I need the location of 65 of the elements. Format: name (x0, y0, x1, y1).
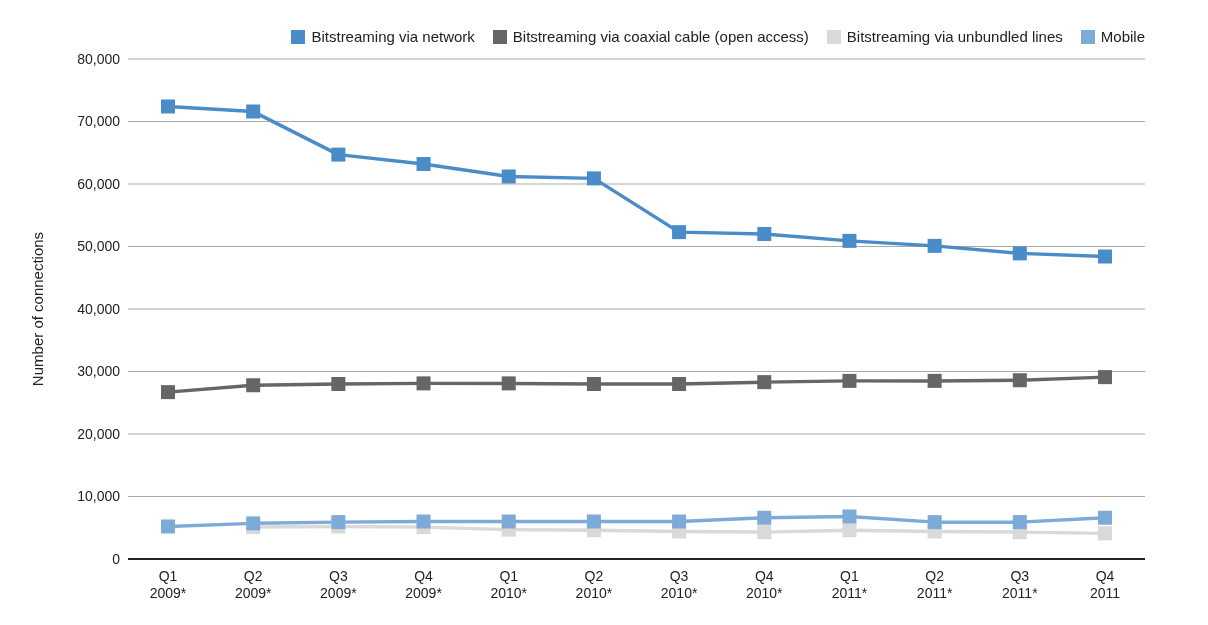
x-tick-label: Q4 2010* (745, 568, 784, 601)
legend-label: Bitstreaming via unbundled lines (845, 28, 1063, 45)
legend-label: Mobile (1099, 28, 1145, 45)
x-tick-label: Q1 2009* (149, 568, 187, 601)
y-tick-label: 50,000 (77, 238, 121, 255)
point (1012, 246, 1027, 261)
y-tick-label: 40,000 (77, 300, 121, 317)
point (331, 377, 346, 391)
point (842, 233, 857, 248)
point (161, 99, 175, 114)
point (1098, 370, 1112, 385)
point (672, 514, 687, 529)
point (501, 376, 516, 391)
point (246, 104, 261, 119)
point (757, 375, 772, 390)
point (161, 385, 175, 400)
x-tick-label: Q2 2009* (234, 568, 273, 601)
point (416, 157, 431, 171)
point (927, 238, 942, 253)
point (331, 515, 346, 530)
point (331, 147, 346, 162)
point (246, 516, 261, 531)
point (501, 514, 516, 529)
y-tick-label: 70,000 (77, 113, 121, 130)
point (416, 376, 431, 391)
point (672, 377, 687, 391)
y-tick-label: 80,000 (77, 50, 121, 67)
x-tick-label: Q2 2010* (575, 568, 613, 601)
point (927, 515, 942, 530)
x-tick-label: Q2 2011* (916, 568, 953, 601)
point (842, 523, 857, 538)
x-tick-label: Q4 2009* (405, 568, 443, 601)
point (672, 225, 687, 240)
point (927, 373, 942, 388)
point (842, 509, 857, 524)
y-tick-label: 0 (112, 550, 121, 567)
point (1098, 249, 1112, 264)
point (246, 378, 261, 393)
x-tick-label: Q3 2010* (660, 568, 698, 601)
y-tick-label: 20,000 (77, 425, 121, 442)
x-tick-label: Q3 2011* (1002, 568, 1039, 601)
legend-label: Bitstreaming via network (310, 28, 475, 45)
point (586, 377, 601, 391)
x-tick-label: Q3 2009* (320, 568, 358, 601)
x-tick-label: Q4 2011 (1089, 568, 1121, 601)
point (842, 373, 857, 388)
point (1098, 526, 1112, 541)
point (416, 514, 431, 529)
legend-label: Bitstreaming via coaxial cable (open access) (511, 28, 809, 45)
point (586, 514, 601, 529)
y-tick-label: 60,000 (77, 175, 121, 192)
point (501, 169, 516, 184)
point (1012, 515, 1027, 530)
y-tick-label: 10,000 (77, 488, 121, 505)
x-tick-label: Q1 2010* (490, 568, 528, 601)
point (586, 171, 601, 186)
y-tick-label: 30,000 (77, 363, 121, 380)
point (757, 525, 772, 540)
y-axis-title: Number of connections (29, 231, 47, 387)
point (161, 519, 175, 534)
point (757, 510, 772, 525)
point (1012, 373, 1027, 388)
point (1098, 510, 1112, 525)
point (757, 227, 772, 241)
x-tick-label: Q1 2011* (831, 568, 868, 601)
